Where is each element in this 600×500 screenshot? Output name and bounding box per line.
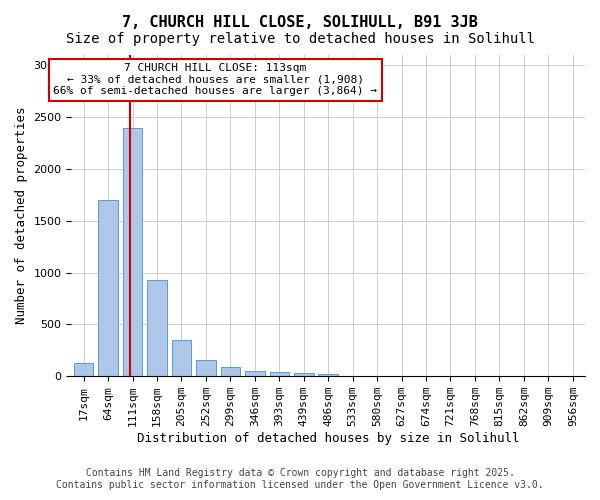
Bar bbox=[294, 373, 314, 376]
Bar bbox=[269, 372, 289, 376]
Bar bbox=[74, 363, 94, 376]
Text: 7 CHURCH HILL CLOSE: 113sqm
← 33% of detached houses are smaller (1,908)
66% of : 7 CHURCH HILL CLOSE: 113sqm ← 33% of det… bbox=[53, 63, 377, 96]
Text: Size of property relative to detached houses in Solihull: Size of property relative to detached ho… bbox=[65, 32, 535, 46]
X-axis label: Distribution of detached houses by size in Solihull: Distribution of detached houses by size … bbox=[137, 432, 520, 445]
Bar bbox=[319, 374, 338, 376]
Bar bbox=[147, 280, 167, 376]
Text: 7, CHURCH HILL CLOSE, SOLIHULL, B91 3JB: 7, CHURCH HILL CLOSE, SOLIHULL, B91 3JB bbox=[122, 15, 478, 30]
Bar bbox=[196, 360, 215, 376]
Bar bbox=[172, 340, 191, 376]
Y-axis label: Number of detached properties: Number of detached properties bbox=[15, 107, 28, 324]
Bar bbox=[245, 371, 265, 376]
Bar bbox=[123, 128, 142, 376]
Bar bbox=[98, 200, 118, 376]
Bar bbox=[221, 367, 240, 376]
Text: Contains HM Land Registry data © Crown copyright and database right 2025.
Contai: Contains HM Land Registry data © Crown c… bbox=[56, 468, 544, 490]
